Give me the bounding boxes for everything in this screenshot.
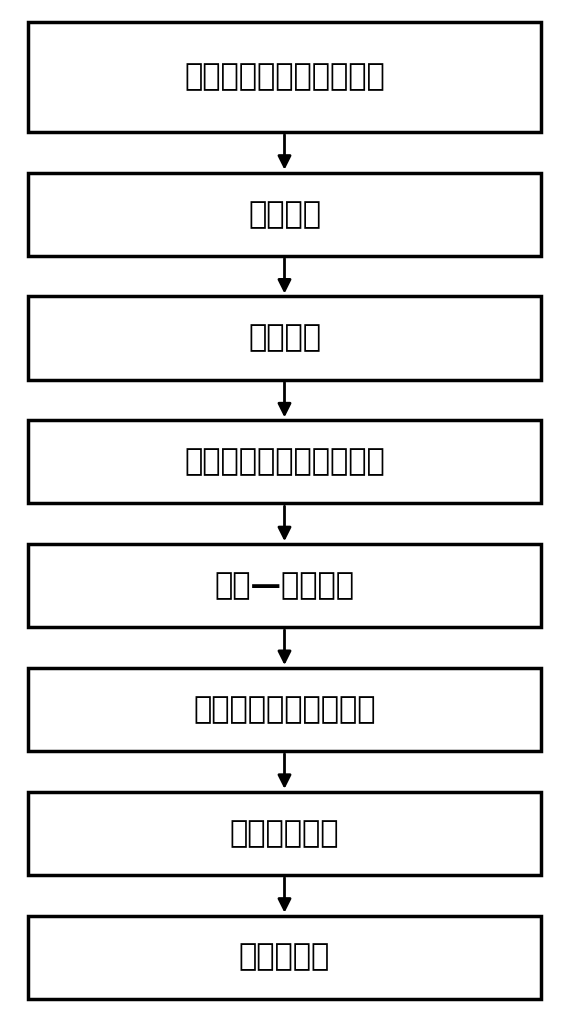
Bar — [28, 420, 541, 503]
Bar — [28, 173, 541, 256]
Bar — [28, 544, 541, 627]
Text: 探测器采集到的光场信息: 探测器采集到的光场信息 — [184, 63, 385, 91]
Bar — [28, 916, 541, 999]
Text: 寻找信号强度最低位置: 寻找信号强度最低位置 — [193, 695, 376, 724]
Text: 计算折射率: 计算折射率 — [239, 943, 330, 971]
Text: 换算到角度值: 换算到角度值 — [230, 819, 339, 848]
Bar — [28, 792, 541, 875]
Bar — [28, 296, 541, 380]
Text: 边缘提取: 边缘提取 — [248, 324, 321, 352]
Text: 坐标—角度转换: 坐标—角度转换 — [215, 571, 354, 600]
Text: 降噪处理: 降噪处理 — [248, 200, 321, 228]
Bar — [28, 668, 541, 751]
Bar — [28, 22, 541, 132]
Text: 计算光斑中心和坐标转换: 计算光斑中心和坐标转换 — [184, 448, 385, 476]
